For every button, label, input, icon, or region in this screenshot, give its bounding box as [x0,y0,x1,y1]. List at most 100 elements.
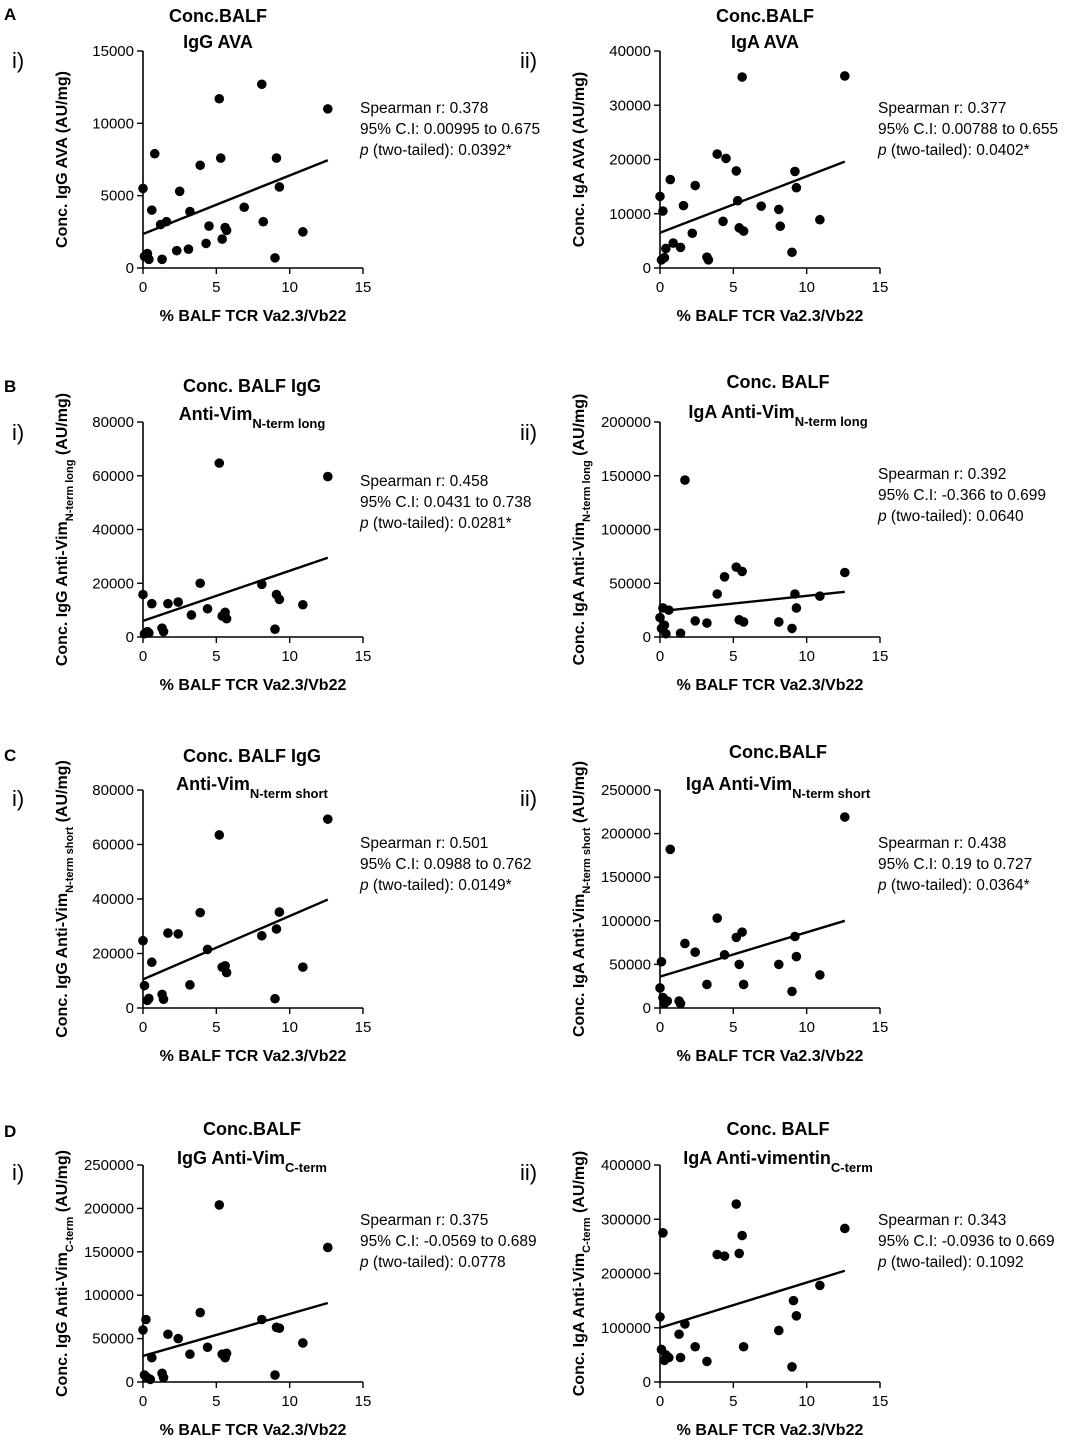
y-tick-label: 0 [643,260,651,277]
y-tick-label: 150000 [601,468,651,485]
y-tick-label: 0 [126,1374,134,1391]
data-point [204,221,214,231]
y-tick-label: 40000 [92,522,134,539]
data-point [774,204,784,215]
data-point [737,1230,747,1241]
data-point [138,935,148,946]
y-axis-label: Conc. IgA Anti-VimN-term long (AU/mg) [571,394,593,666]
data-point [790,931,800,942]
x-tick-label: 10 [798,279,815,296]
regression-line [659,919,846,978]
x-tick-label: 10 [798,1019,815,1036]
chart-title-line: Conc.BALF [716,6,814,26]
data-point [655,1312,665,1322]
data-point [171,245,182,256]
data-point [774,617,784,627]
data-point [271,153,282,163]
data-point [138,589,148,600]
y-tick-label: 0 [643,1374,651,1391]
chart-D-ii: ii) Conc. BALF IgA Anti-vimentinC-term 0 5 10… [520,1119,1055,1439]
data-point [690,180,700,191]
x-tick-label: 10 [798,648,815,665]
data-point [195,907,205,918]
x-tick-label: 5 [729,648,737,665]
data-point [815,591,825,601]
x-tick-label: 0 [139,279,147,296]
data-point [201,238,211,249]
y-axis-label: Conc. IgG Anti-VimC-term (AU/mg) [54,1150,76,1397]
data-point [687,228,698,239]
y-axis-label: Conc. IgG Anti-VimN-term short (AU/mg) [54,760,76,1038]
data-point [738,617,749,627]
data-point [258,216,269,227]
stat-ci: 95% C.I: -0.366 to 0.699 [878,487,1046,504]
chart-title-line: IgG Anti-VimC-term [177,1148,327,1175]
y-axis-label: Conc. IgG Anti-VimN-term long (AU/mg) [54,393,76,666]
data-point [323,471,333,482]
chart-title-line: Conc. BALF IgG [183,746,321,766]
y-tick-label: 100000 [601,913,651,930]
chart-C-i: i) Conc. BALF IgG Anti-VimN-term short 0 5 10… [12,746,531,1065]
data-point [183,244,194,254]
chart-B-ii: ii) Conc. BALF IgA Anti-VimN-term long 0 5 10… [520,372,1046,694]
data-point [680,1319,690,1329]
data-point [662,996,673,1006]
y-tick-label: 60000 [92,468,134,485]
data-point [658,1228,668,1238]
data-point [680,475,690,485]
y-tick-label: 20000 [92,575,134,592]
data-point [675,1352,686,1363]
x-tick-label: 15 [355,1393,372,1410]
y-tick-label: 30000 [609,97,651,114]
panel-letter-c: C [4,746,16,765]
data-point [721,153,731,164]
data-point [702,1356,712,1367]
data-point [185,206,195,217]
stat-p-value: p (two-tailed): 0.0281* [359,515,512,532]
x-tick-label: 0 [139,1393,147,1410]
data-point [661,243,671,254]
x-tick-label: 15 [872,279,889,296]
x-tick-label: 5 [729,1393,737,1410]
data-point [656,956,667,967]
data-point [138,1325,148,1335]
y-tick-label: 0 [126,629,134,646]
x-tick-label: 10 [281,1019,298,1036]
data-point [145,1374,156,1385]
stat-ci: 95% C.I: 0.0431 to 0.738 [360,494,531,511]
y-tick-label: 250000 [84,1157,134,1174]
y-tick-label: 40000 [92,891,134,908]
data-point [787,986,797,997]
stat-p-value: p (two-tailed): 0.0640 [877,508,1024,525]
data-point [775,221,786,232]
y-tick-label: 40000 [609,43,651,60]
chart-title-line: IgA AVA [731,32,799,52]
data-point [659,252,670,263]
data-point [712,1249,722,1260]
data-point [185,980,195,990]
y-tick-label: 10000 [609,206,651,223]
chart-title-line: Conc. BALF [727,372,830,392]
data-point [791,951,802,962]
data-point [815,214,825,225]
data-point [158,626,169,637]
data-point [144,254,154,265]
data-point [214,93,225,104]
stat-spearman: Spearman r: 0.378 [360,100,488,117]
data-point [840,812,850,822]
chart-title-line: IgG AVA [183,32,253,52]
data-point [215,153,226,163]
data-point [195,578,205,589]
data-point [174,186,185,197]
chart-title-line: Anti-VimN-term long [179,404,326,431]
data-point [195,1307,205,1318]
data-point [840,71,850,81]
data-point [734,959,744,970]
x-tick-label: 0 [139,1019,147,1036]
panel-letter-a: A [4,5,16,24]
regression-line [659,1269,846,1329]
stat-p-value: p (two-tailed): 0.0364* [877,877,1030,894]
stat-p-value: p (two-tailed): 0.0778 [359,1254,506,1271]
stat-p-value: p (two-tailed): 0.0392* [359,142,512,159]
x-tick-label: 10 [281,279,298,296]
